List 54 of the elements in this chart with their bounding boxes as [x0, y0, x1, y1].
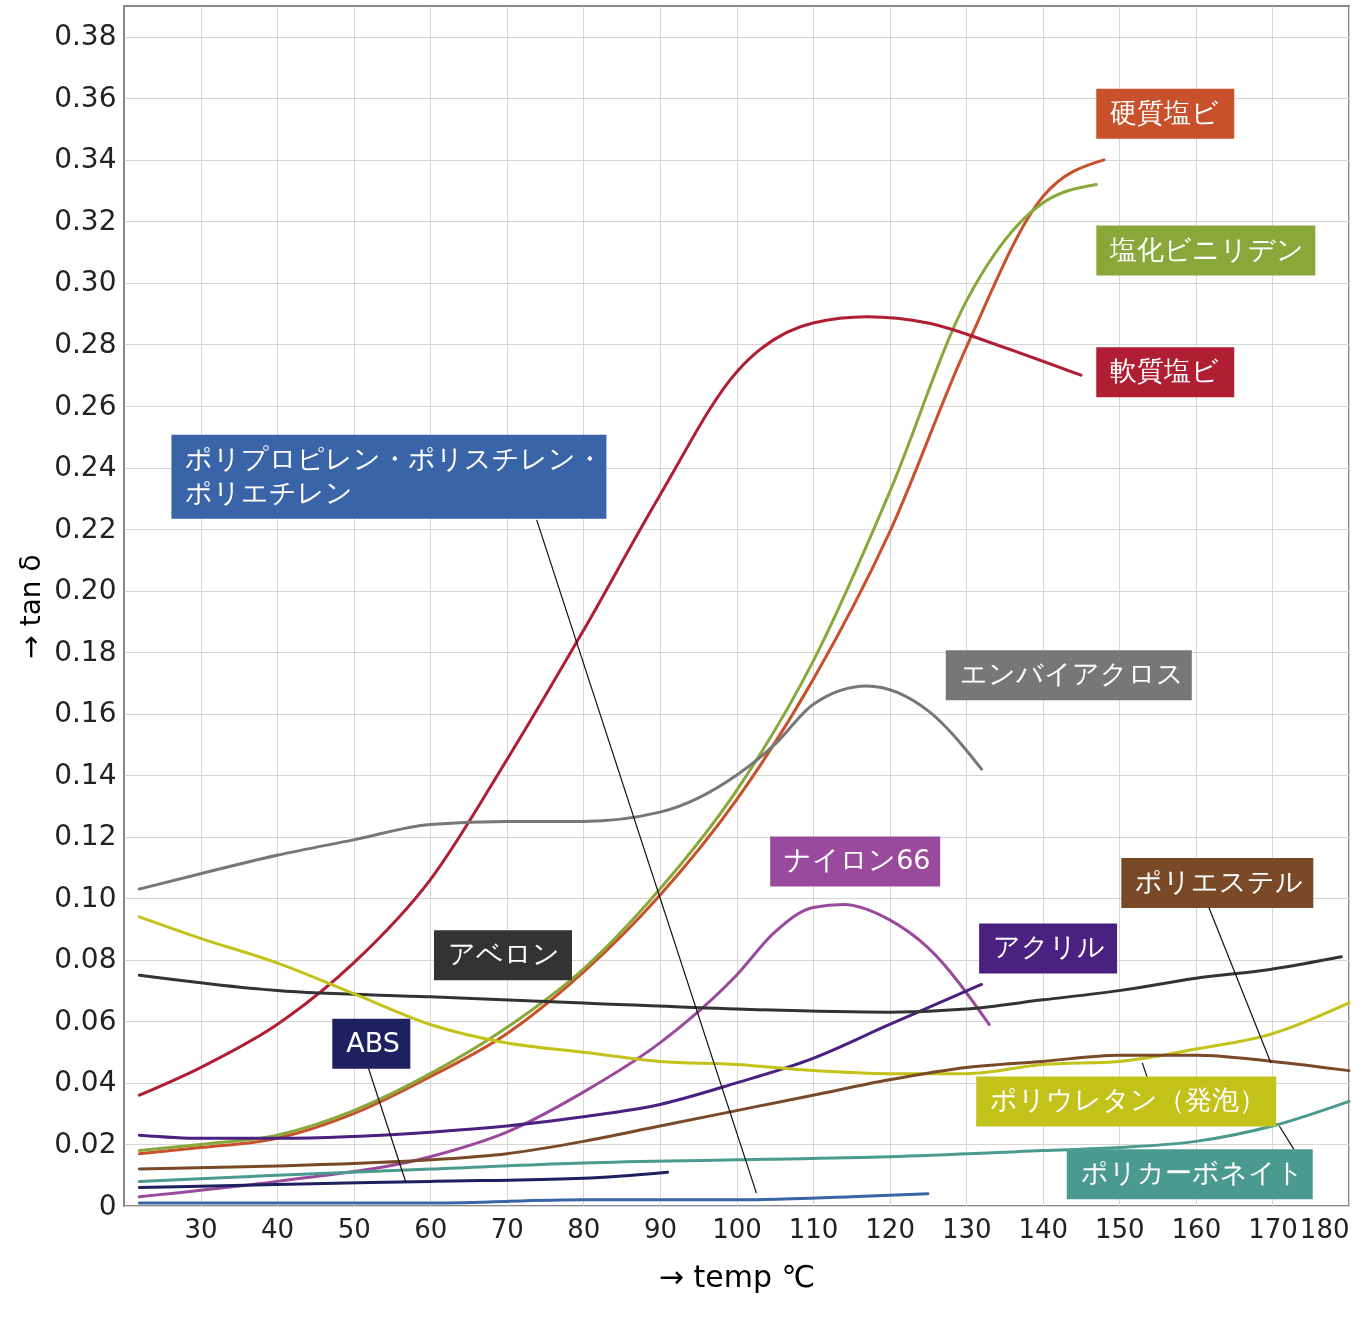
y-tick-label: 0.12: [54, 819, 117, 853]
x-tick-label: 100: [712, 1213, 762, 1244]
series-label: アベロン: [447, 938, 560, 970]
x-tick-label: 140: [1018, 1213, 1069, 1244]
x-tick-label: 110: [788, 1213, 839, 1244]
series-label: 硬質塩ビ: [1110, 96, 1220, 128]
line-series: [137, 982, 983, 1140]
x-tick-label: 170: [1248, 1213, 1298, 1244]
x-tick-label: 40: [261, 1213, 295, 1244]
text: ポリエステル: [1135, 865, 1304, 897]
y-tick-label: 0.24: [54, 450, 117, 484]
y-tick-label: 0.38: [54, 19, 117, 53]
y-tick-label: 0.28: [54, 326, 117, 360]
y-tick-label: 0.34: [54, 142, 117, 176]
x-tick-label: 120: [865, 1213, 915, 1244]
x-tick-label: 60: [414, 1213, 448, 1244]
y-tick-label: 0.22: [54, 511, 117, 545]
series-label: アクリル: [993, 931, 1106, 963]
series-label: 塩化ビニリデン: [1109, 233, 1305, 265]
y-tick-label: 0.16: [54, 696, 117, 730]
y-tick-label: 0.06: [54, 1003, 117, 1037]
series-label: 軟質塩ビ: [1110, 355, 1220, 387]
line-series: [137, 1170, 670, 1190]
x-axis-title: → temp ℃: [658, 1258, 816, 1294]
y-tick-label: 0.18: [54, 634, 117, 668]
x-tick-label: 130: [941, 1213, 992, 1244]
x-tick-label: 90: [643, 1213, 677, 1244]
x-tick-label: 80: [567, 1213, 601, 1244]
series-label: ポリカーボネイト: [1080, 1157, 1304, 1189]
line-series: [137, 684, 983, 891]
y-tick-label: 0.20: [54, 573, 117, 607]
text: ポリプロピレン・ポリスチレン・ポリエチレン: [185, 442, 604, 508]
x-tick-label: 50: [337, 1213, 371, 1244]
y-tick-label: 0: [98, 1188, 117, 1222]
y-tick-label: 0.02: [54, 1126, 117, 1160]
y-tick-label: 0.10: [54, 880, 117, 914]
y-tick-label: 0.14: [54, 757, 117, 791]
x-tick-label: 160: [1171, 1213, 1222, 1244]
x-tick-label: 30: [184, 1213, 218, 1244]
y-tick-label: 0.36: [54, 80, 117, 114]
series-label: ポリウレタン（発泡）: [990, 1084, 1267, 1116]
y-tick-label: 0.26: [54, 388, 117, 422]
text: ABS: [346, 1026, 400, 1058]
x-tick-label: 180: [1299, 1213, 1350, 1244]
x-tick-label: 150: [1094, 1213, 1145, 1244]
y-tick-label: 0.04: [54, 1065, 117, 1099]
y-tick-label: 0.30: [54, 265, 117, 299]
y-tick-label: 0.08: [54, 942, 117, 976]
series-label: ナイロン66: [784, 844, 931, 876]
line-series: [137, 1192, 930, 1205]
y-tick-label: 0.32: [54, 203, 117, 237]
series-label: エンバイアクロス: [959, 658, 1184, 690]
x-tick-label: 70: [490, 1213, 524, 1244]
y-axis-title: → tan δ: [14, 554, 48, 659]
